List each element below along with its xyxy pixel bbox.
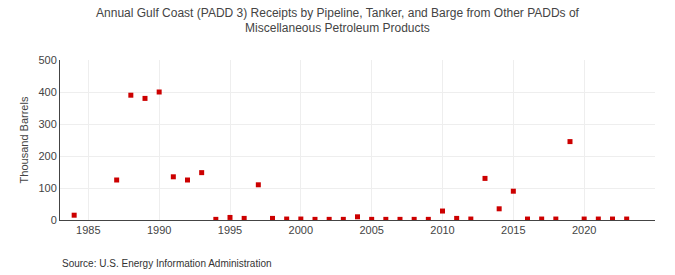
svg-text:2005: 2005 [359, 224, 383, 236]
svg-text:1985: 1985 [76, 224, 100, 236]
svg-text:2020: 2020 [572, 224, 596, 236]
svg-text:300: 300 [38, 118, 56, 130]
svg-text:Thousand Barrels: Thousand Barrels [18, 96, 30, 183]
svg-text:0: 0 [51, 214, 57, 226]
svg-text:100: 100 [38, 182, 56, 194]
svg-text:200: 200 [38, 150, 56, 162]
svg-text:1995: 1995 [218, 224, 242, 236]
svg-text:1990: 1990 [147, 224, 171, 236]
svg-text:2010: 2010 [430, 224, 454, 236]
svg-text:Annual Gulf Coast (PADD 3) Rec: Annual Gulf Coast (PADD 3) Receipts by P… [96, 6, 580, 36]
svg-text:2015: 2015 [501, 224, 525, 236]
svg-text:400: 400 [38, 86, 56, 98]
svg-text:Source: U.S. Energy Informatio: Source: U.S. Energy Information Administ… [62, 258, 272, 269]
svg-text:500: 500 [38, 54, 56, 66]
svg-text:2000: 2000 [289, 224, 313, 236]
